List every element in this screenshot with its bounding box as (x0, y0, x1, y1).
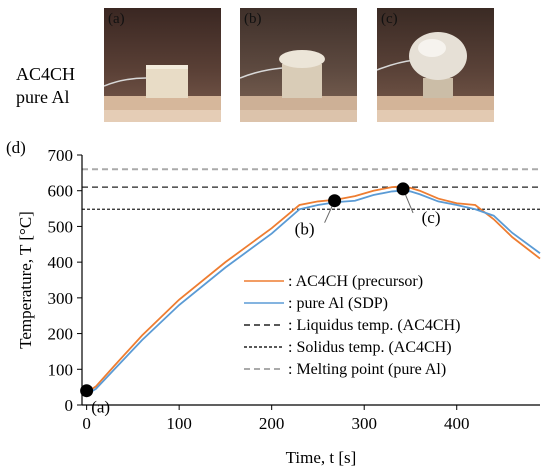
row-label-pure-al: pure Al (16, 87, 70, 107)
marker-dot-1 (328, 194, 342, 208)
photo-a-tag: (a) (108, 11, 125, 27)
photo-a-image (104, 8, 221, 122)
x-tick-label-4: 400 (444, 414, 470, 433)
legend-label-0: : AC4CH (precursor) (288, 273, 423, 290)
x-tick-label-3: 300 (351, 414, 377, 433)
x-tick-label-2: 200 (259, 414, 285, 433)
series-line-1 (86, 189, 541, 396)
y-tick-label-3: 300 (48, 289, 74, 308)
photo-c-tag: (c) (381, 11, 398, 27)
marker-label-1: (b) (295, 220, 315, 239)
y-tick-label-4: 400 (48, 253, 74, 272)
marker-dot-0 (80, 384, 94, 398)
marker-label-2: (c) (422, 208, 441, 227)
panel-label: (d) (6, 138, 26, 157)
y-tick-label-7: 700 (48, 146, 74, 165)
marker-dot-2 (396, 182, 410, 196)
series-line-0 (86, 185, 541, 394)
legend-label-2: : Liquidus temp. (AC4CH) (288, 317, 460, 334)
legend-label-4: : Melting point (pure Al) (288, 361, 446, 378)
photo-a: (a) (104, 8, 221, 122)
photo-b-image (240, 8, 357, 122)
row-label-ac4ch: AC4CH (16, 64, 76, 84)
y-tick-label-5: 500 (48, 217, 74, 236)
y-tick-label-0: 0 (65, 396, 74, 415)
photo-c: (c) (377, 8, 494, 122)
x-axis-label: Time, t [s] (286, 448, 357, 467)
legend-label-1: : pure Al (SDP) (288, 295, 388, 312)
photo-b: (b) (240, 8, 357, 122)
photo-b-tag: (b) (244, 11, 262, 27)
y-axis-label: Temperature, T [°C] (16, 211, 35, 349)
y-tick-label-1: 100 (48, 360, 74, 379)
x-tick-label-0: 0 (82, 414, 91, 433)
marker-label-0: (a) (91, 398, 110, 417)
legend-label-3: : Solidus temp. (AC4CH) (288, 339, 452, 356)
y-tick-label-6: 600 (48, 182, 74, 201)
y-tick-label-2: 200 (48, 325, 74, 344)
x-tick-label-1: 100 (166, 414, 192, 433)
photo-c-image (377, 8, 494, 122)
